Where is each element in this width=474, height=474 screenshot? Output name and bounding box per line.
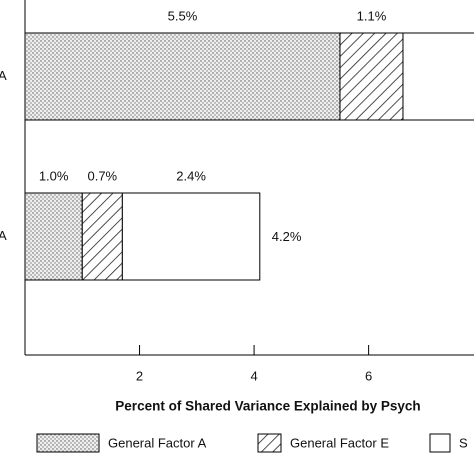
legend-label: S	[459, 435, 468, 450]
value-label: 0.7%	[87, 168, 117, 183]
x-tick-label: 2	[136, 368, 143, 383]
bar-segment	[24, 32, 341, 121]
legend-label: General Factor A	[108, 435, 207, 450]
legend-swatch	[257, 433, 282, 453]
legend-label: General Factor E	[290, 435, 389, 450]
total-label: 4.2%	[272, 229, 302, 244]
category-label: A	[0, 68, 7, 83]
x-tick-label: 6	[365, 368, 372, 383]
legend-swatch	[429, 433, 451, 453]
bar-segment	[402, 32, 474, 121]
bar-segment	[339, 32, 404, 121]
x-axis-title: Percent of Shared Variance Explained by …	[115, 399, 420, 414]
category-label: A	[0, 228, 7, 243]
legend-swatch	[36, 433, 100, 453]
x-tick-label: 4	[250, 368, 257, 383]
value-label: 5.5%	[168, 8, 198, 23]
bar-segment	[121, 192, 261, 281]
value-label: 1.1%	[357, 8, 387, 23]
value-label: 1.0%	[39, 168, 69, 183]
bar-segment	[24, 192, 83, 281]
value-label: 2.4%	[176, 168, 206, 183]
bar-segment	[81, 192, 123, 281]
